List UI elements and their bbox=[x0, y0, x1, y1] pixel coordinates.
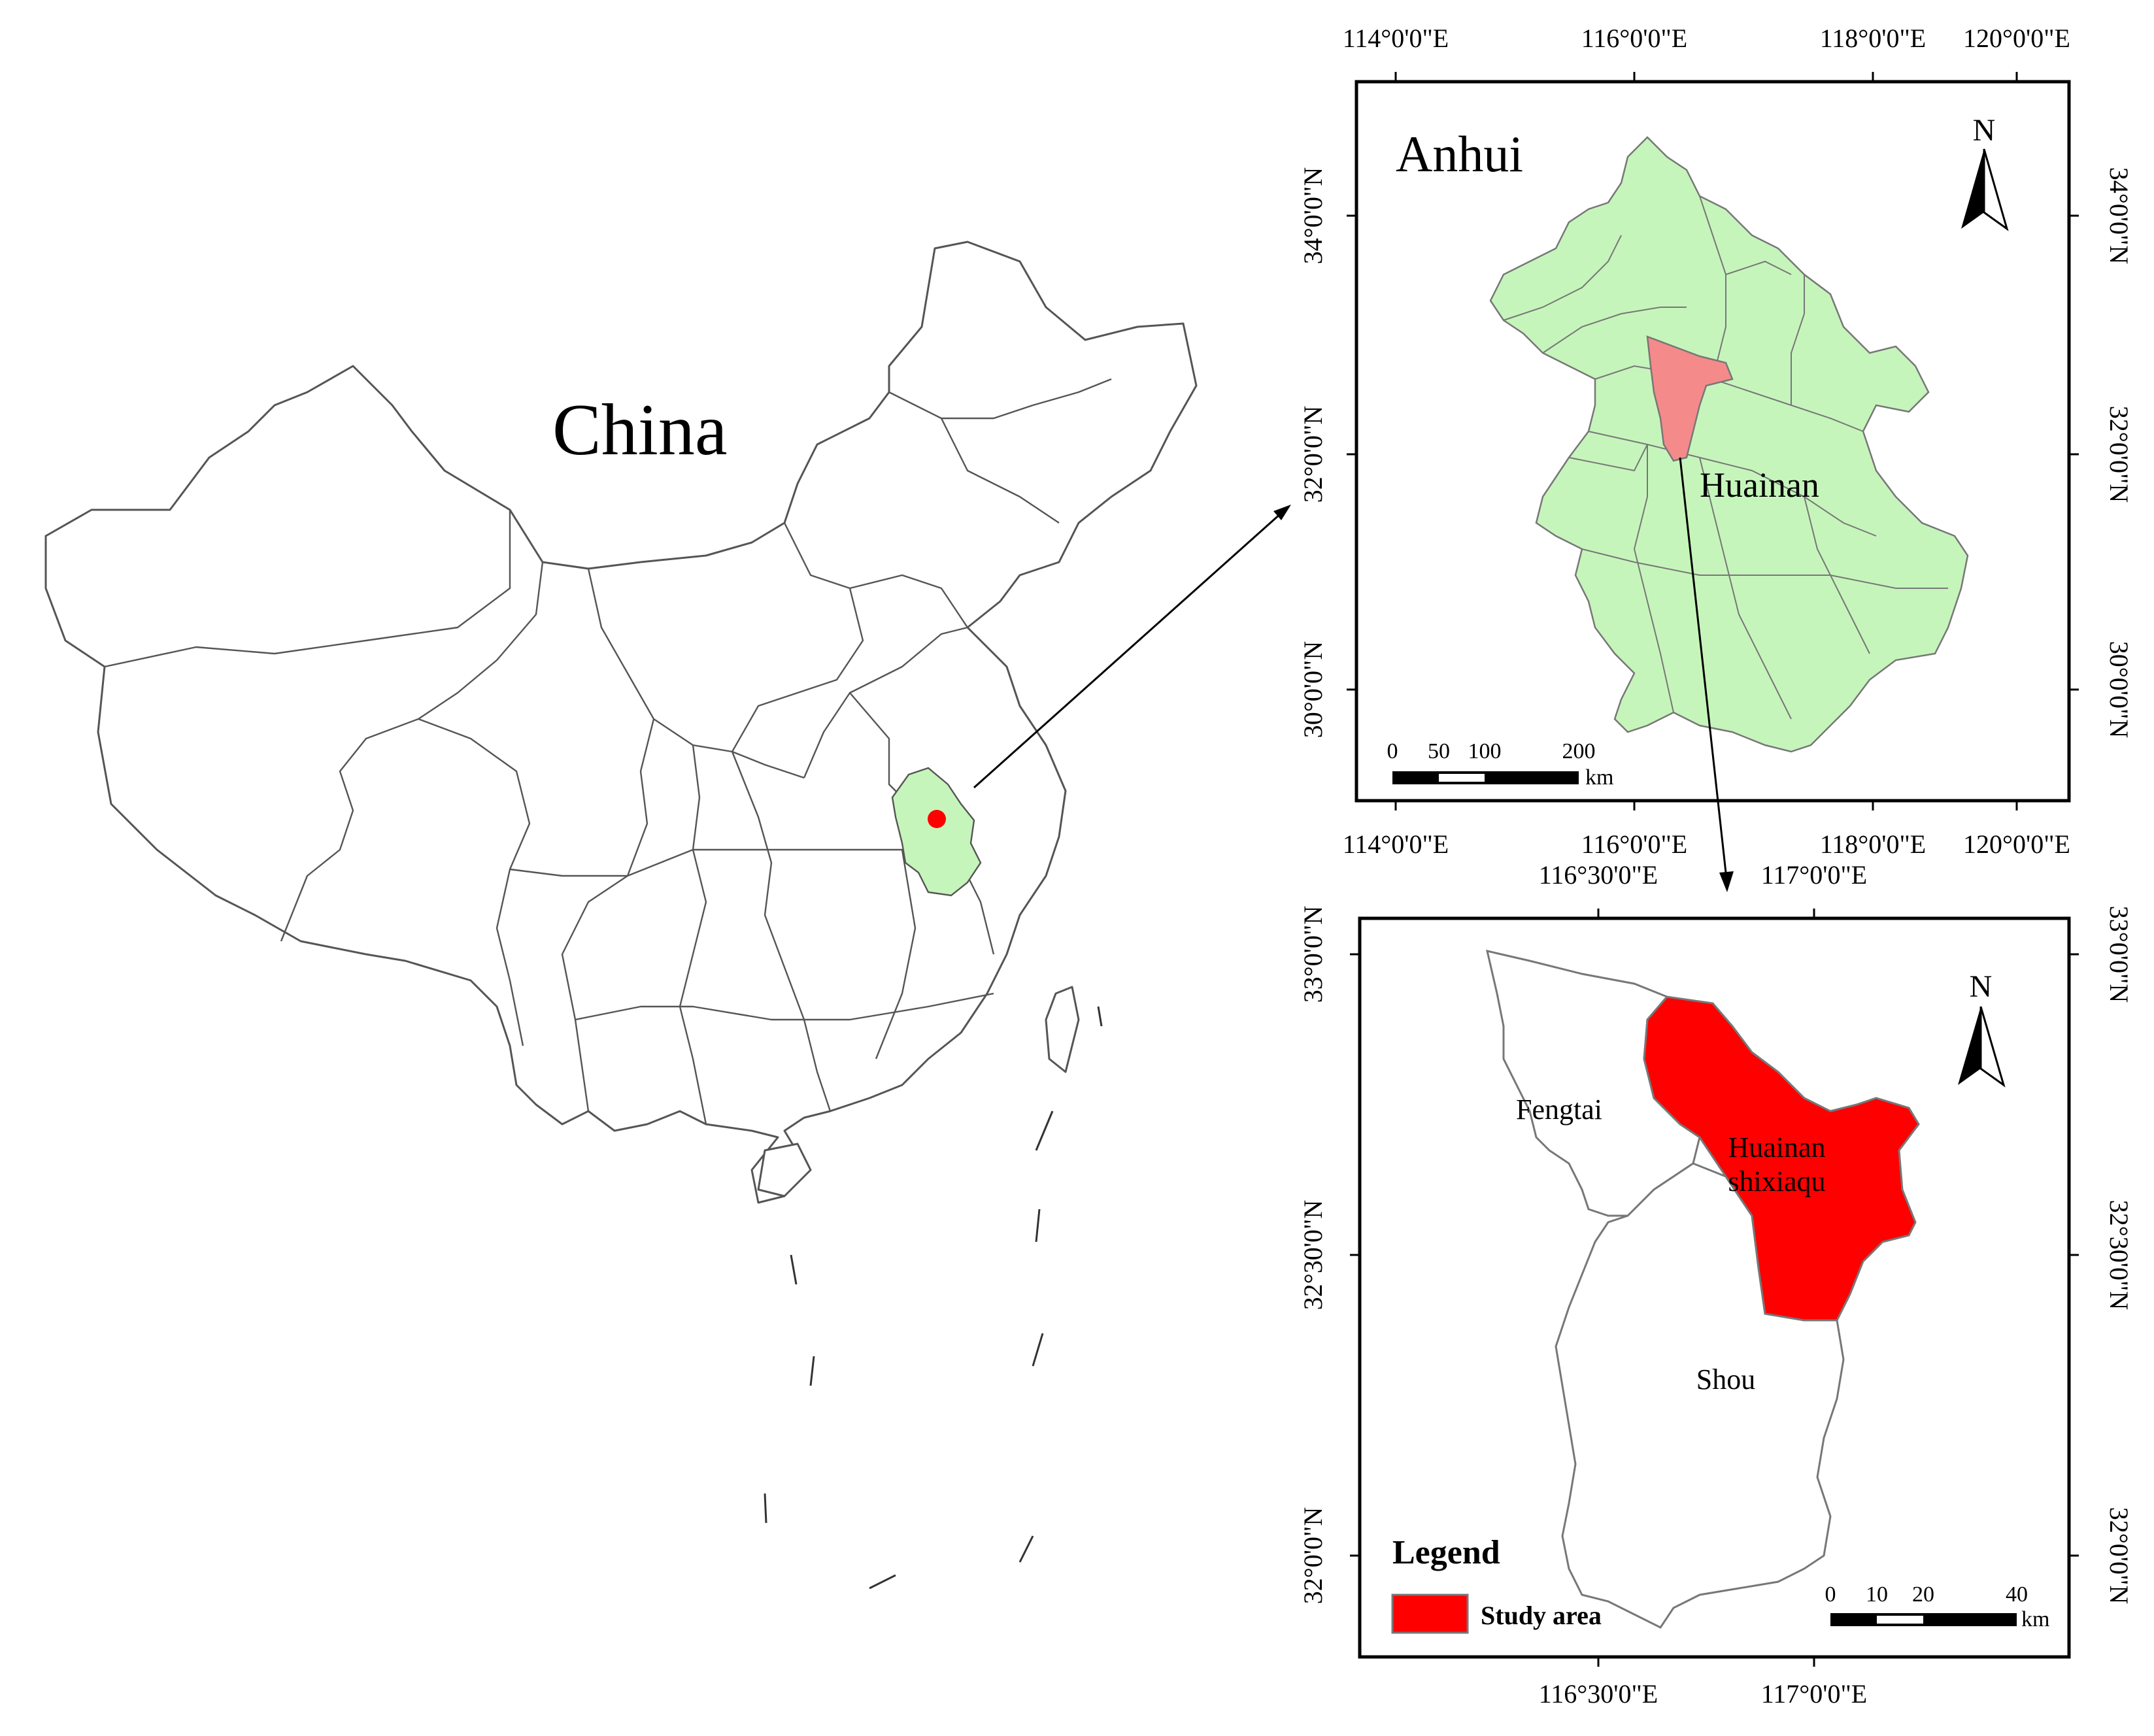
huainan-north-arrow: N bbox=[1958, 969, 2006, 1088]
huainan-lon-bottom-1: 116°30'0"E bbox=[1539, 1679, 1658, 1709]
anhui-county-borders bbox=[1503, 195, 1948, 720]
huainan-lat-left-2: 32°30'0"N bbox=[1298, 1200, 1328, 1310]
anhui-lon-top-1: 114°0'0"E bbox=[1343, 24, 1449, 53]
anhui-province-shape bbox=[1489, 136, 1969, 753]
anhui-lon-top-4: 120°0'0"E bbox=[1963, 24, 2070, 53]
anhui-lat-right-2: 32°0'0"N bbox=[2104, 406, 2134, 503]
svg-text:N: N bbox=[1973, 113, 1996, 148]
huainan-in-anhui bbox=[1646, 335, 1734, 462]
huainan-lat-right-3: 32°0'0"N bbox=[2104, 1507, 2134, 1604]
huainan-lat-right-1: 33°0'0"N bbox=[2104, 906, 2134, 1003]
legend: Legend Study area bbox=[1391, 1534, 1602, 1634]
anhui-map: 114°0'0"E 116°0'0"E 118°0'0"E 120°0'0"E … bbox=[1298, 24, 2134, 859]
province-borders bbox=[104, 378, 1112, 1125]
anhui-lat-left-3: 30°0'0"N bbox=[1298, 641, 1328, 738]
arrow-to-huainan bbox=[1679, 457, 1734, 892]
anhui-lon-bottom-1: 114°0'0"E bbox=[1343, 829, 1449, 859]
huainan-lon-top-1: 116°30'0"E bbox=[1539, 860, 1658, 890]
anhui-frame bbox=[1355, 80, 2071, 803]
anhui-lon-bottom-3: 118°0'0"E bbox=[1820, 829, 1926, 859]
china-title: China bbox=[552, 390, 728, 471]
anhui-ticks bbox=[1347, 72, 2079, 810]
anhui-scalebar: 0 50 100 200 km bbox=[1387, 739, 1614, 790]
svg-text:40: 40 bbox=[2006, 1582, 2028, 1607]
huainan-location-dot bbox=[928, 810, 946, 828]
svg-text:0: 0 bbox=[1825, 1582, 1836, 1607]
legend-label-study-area: Study area bbox=[1481, 1601, 1602, 1630]
huainan-lon-bottom-2: 117°0'0"E bbox=[1761, 1679, 1867, 1709]
study-area-region bbox=[1643, 995, 1920, 1322]
legend-title: Legend bbox=[1392, 1534, 1500, 1571]
svg-text:100: 100 bbox=[1468, 739, 1502, 763]
study-area-label-line1: Huainan bbox=[1728, 1131, 1825, 1163]
huainan-frame bbox=[1358, 916, 2071, 1659]
svg-text:50: 50 bbox=[1428, 739, 1450, 763]
anhui-lon-top-3: 118°0'0"E bbox=[1820, 24, 1926, 53]
svg-text:200: 200 bbox=[1562, 739, 1596, 763]
huainan-lat-left-1: 33°0'0"N bbox=[1298, 906, 1328, 1003]
svg-text:N: N bbox=[1970, 969, 1993, 1004]
huainan-ticks bbox=[1350, 909, 2079, 1667]
anhui-title: Anhui bbox=[1396, 125, 1523, 182]
huainan-map: 116°30'0"E 117°0'0"E 116°30'0"E 117°0'0"… bbox=[1298, 860, 2134, 1709]
huainan-label-anhui: Huainan bbox=[1700, 465, 1819, 505]
huainan-lat-left-3: 32°0'0"N bbox=[1298, 1507, 1328, 1604]
china-outline bbox=[44, 241, 1198, 1204]
hainan-outline bbox=[757, 1143, 812, 1197]
anhui-highlight bbox=[891, 767, 982, 897]
study-area-label-line2: shixiaqu bbox=[1728, 1165, 1825, 1197]
anhui-lat-right-3: 30°0'0"N bbox=[2104, 641, 2134, 738]
arrow-to-anhui bbox=[973, 505, 1291, 789]
legend-swatch-study-area bbox=[1391, 1594, 1469, 1634]
svg-text:km: km bbox=[2021, 1607, 2049, 1631]
china-map: China bbox=[44, 241, 1198, 1590]
taiwan-outline bbox=[1045, 986, 1080, 1073]
anhui-lat-left-1: 34°0'0"N bbox=[1298, 167, 1328, 264]
svg-text:km: km bbox=[1585, 765, 1613, 790]
huainan-scalebar: 0 10 20 40 km bbox=[1825, 1582, 2050, 1631]
anhui-lon-bottom-4: 120°0'0"E bbox=[1963, 829, 2070, 859]
anhui-lon-bottom-2: 116°0'0"E bbox=[1581, 829, 1687, 859]
anhui-north-arrow: N bbox=[1961, 113, 2009, 231]
south-china-sea-dashes bbox=[764, 1006, 1103, 1590]
anhui-lon-top-2: 116°0'0"E bbox=[1581, 24, 1687, 53]
svg-text:0: 0 bbox=[1387, 739, 1398, 763]
huainan-lon-top-2: 117°0'0"E bbox=[1761, 860, 1867, 890]
anhui-lat-right-1: 34°0'0"N bbox=[2104, 167, 2134, 264]
huainan-lat-right-2: 32°30'0"N bbox=[2104, 1200, 2134, 1310]
fengtai-label: Fengtai bbox=[1516, 1093, 1602, 1126]
shou-label: Shou bbox=[1696, 1363, 1755, 1395]
anhui-lat-left-2: 32°0'0"N bbox=[1298, 406, 1328, 503]
svg-text:10: 10 bbox=[1866, 1582, 1888, 1607]
svg-text:20: 20 bbox=[1912, 1582, 1934, 1607]
